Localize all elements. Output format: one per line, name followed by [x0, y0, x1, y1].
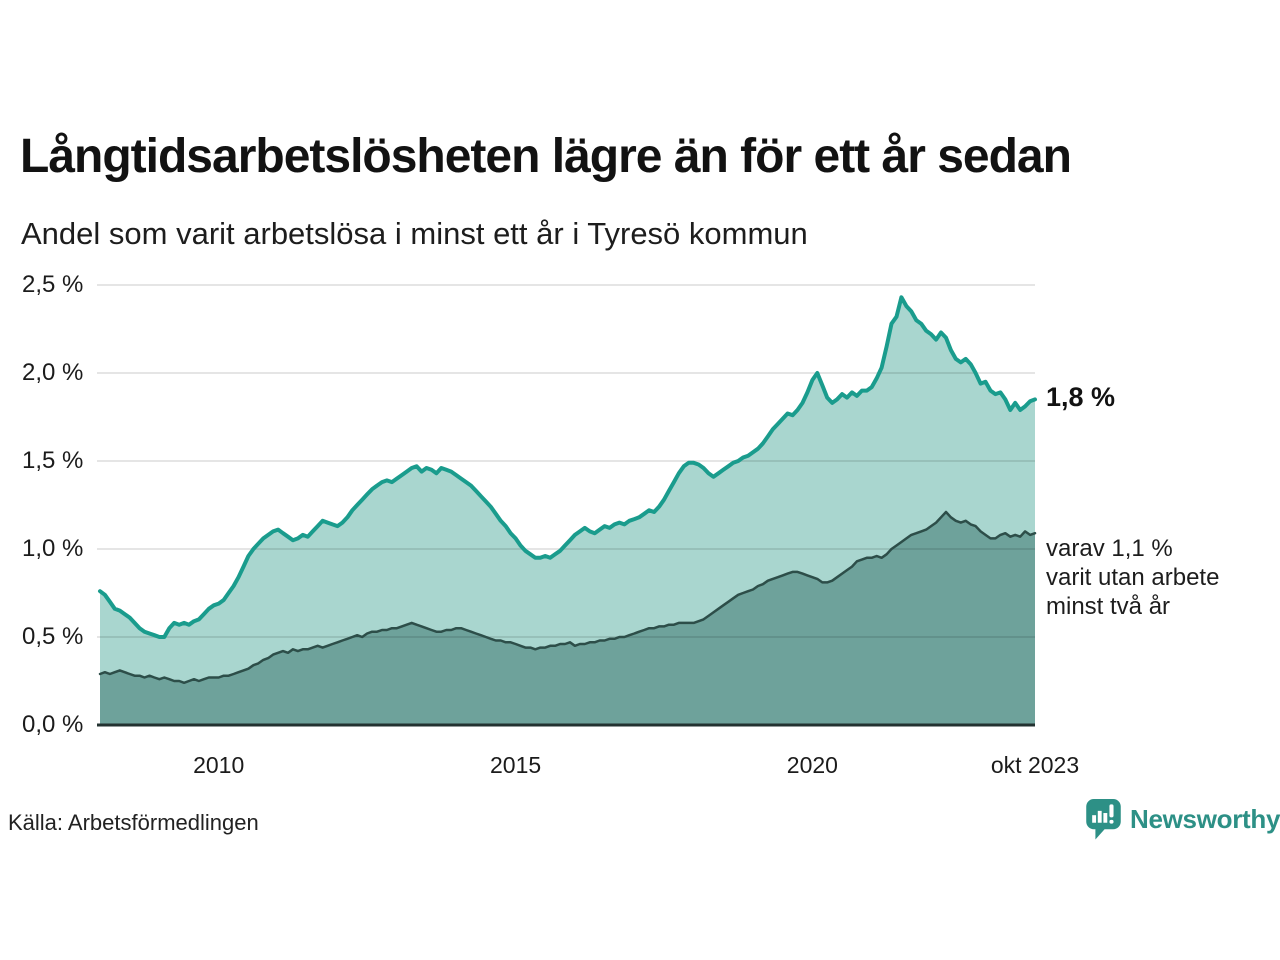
latest-value-label: 1,8 %	[1046, 382, 1116, 413]
x-tick-label: 2010	[193, 752, 245, 778]
y-tick-label: 0,0 %	[22, 711, 84, 738]
source-note: Källa: Arbetsförmedlingen	[8, 810, 259, 835]
newsworthy-bubble-icon	[1086, 799, 1121, 840]
y-tick-label: 0,5 %	[22, 623, 84, 650]
y-tick-label: 1,0 %	[22, 535, 84, 562]
y-tick-label: 2,5 %	[22, 271, 84, 298]
page-title: Långtidsarbetslösheten lägre än för ett …	[20, 130, 1072, 183]
y-tick-label: 2,0 %	[22, 359, 84, 386]
chart-areas	[100, 297, 1035, 725]
chart-gridlines	[97, 284, 1035, 638]
secondary-series-label-line: varit utan arbete	[1046, 564, 1220, 592]
secondary-series-label: varav 1,1 % varit utan arbete minst två …	[1046, 534, 1219, 621]
page-subtitle: Andel som varit arbetslösa i minst ett å…	[21, 216, 808, 251]
x-tick-label: 2015	[490, 752, 542, 778]
secondary-series-label-line: minst två år	[1046, 593, 1171, 621]
newsworthy-wordmark: Newsworthy	[1130, 804, 1280, 834]
y-tick-label: 1,5 %	[22, 447, 84, 474]
bar-chart-glyph	[1092, 804, 1114, 824]
x-tick-label: 2020	[786, 752, 838, 778]
newsworthy-logo[interactable]: Newsworthy	[1086, 799, 1280, 840]
x-tick-label: okt 2023	[990, 752, 1080, 778]
chart-lines	[98, 295, 1037, 685]
secondary-series-label-line: varav 1,1 %	[1046, 535, 1173, 563]
